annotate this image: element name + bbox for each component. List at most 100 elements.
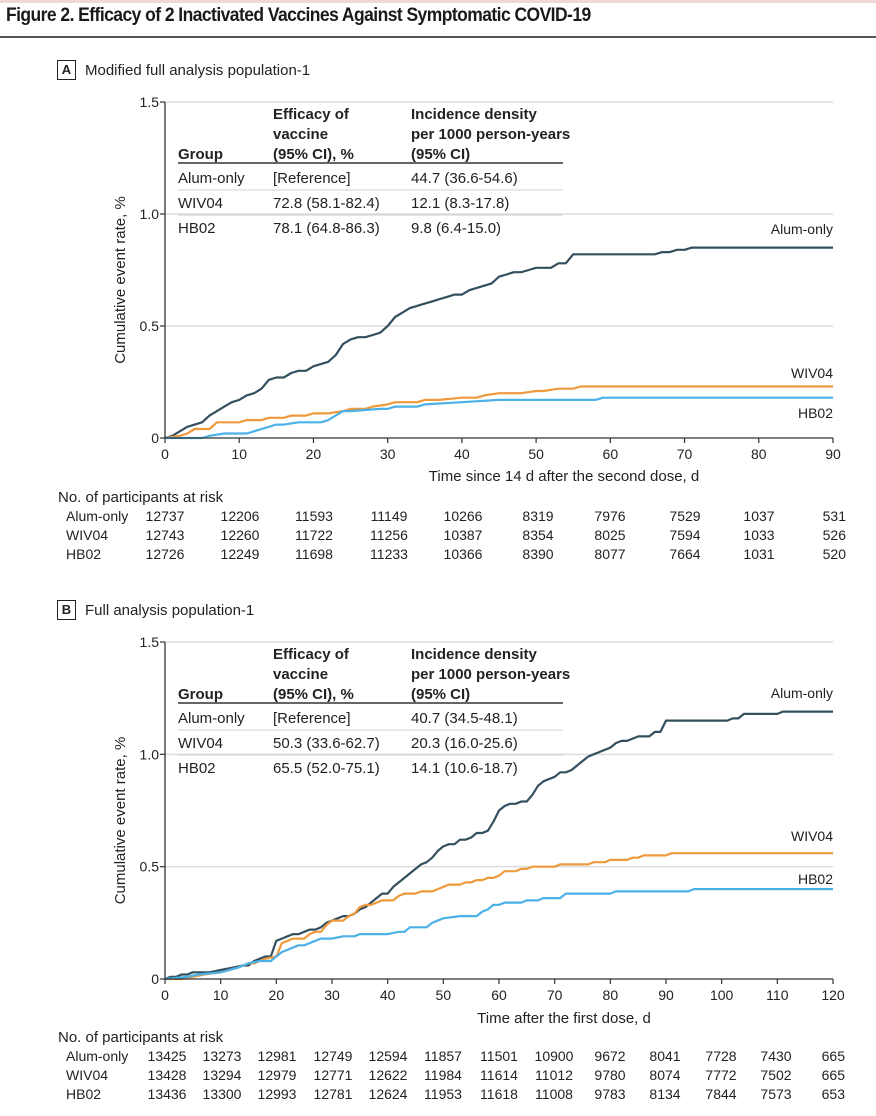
panel-b-at-risk-group: HB02	[66, 1086, 101, 1102]
panel-a-at-risk-value: 8319	[522, 508, 553, 524]
panel-a-y-tick-label: 0	[151, 430, 159, 446]
panel-a-at-risk-value: 531	[823, 508, 847, 524]
panel-a-at-risk-group: Alum-only	[66, 508, 128, 524]
panel-b-x-tick-label: 80	[603, 987, 619, 1003]
panel-b-at-risk-value: 12981	[258, 1048, 297, 1064]
panel-a-table-header: (95% CI)	[411, 146, 470, 163]
panel-b-table-cell: 14.1 (10.6-18.7)	[411, 760, 518, 777]
panel-b-x-tick-label: 90	[658, 987, 674, 1003]
panel-a-x-tick-label: 10	[231, 446, 247, 462]
panel-a-table-header: Efficacy of	[273, 106, 350, 123]
title-divider	[0, 36, 876, 38]
panel-b-at-risk-value: 12993	[258, 1086, 297, 1102]
panel-a-series-alum-only	[164, 246, 833, 440]
panel-b-at-risk-value: 11984	[424, 1067, 462, 1083]
panel-a-x-tick-label: 60	[603, 446, 619, 462]
panel-a-y-axis-label: Cumulative event rate, %	[112, 196, 129, 364]
panel-a-at-risk-value: 10387	[444, 527, 483, 543]
panel-b-at-risk-value: 7772	[705, 1067, 736, 1083]
panel-a-at-risk-value: 11233	[370, 546, 408, 562]
panel-b-series-hb02	[164, 888, 833, 981]
panel-b-at-risk-value: 8134	[649, 1086, 680, 1102]
panel-b-at-risk-value: 12781	[314, 1086, 353, 1102]
panel-b-y-tick-label: 1.0	[140, 746, 160, 762]
panel-a-series-hb02	[165, 396, 833, 440]
panel-a-at-risk-value: 12726	[146, 546, 185, 562]
panel-b-table-cell: [Reference]	[273, 710, 351, 727]
panel-b-at-risk-value: 13294	[203, 1067, 242, 1083]
panel-b-at-risk-value: 12979	[258, 1067, 297, 1083]
panel-a-at-risk-value: 1037	[743, 508, 774, 524]
panel-a-table-header: vaccine	[273, 126, 328, 143]
panel-b-letter: B	[57, 600, 76, 620]
panel-b-x-tick-label: 70	[547, 987, 563, 1003]
panel-b-at-risk-value: 13436	[148, 1086, 187, 1102]
panel-b-title: Full analysis population-1	[85, 601, 255, 619]
panel-a-y-tick-label: 1.5	[140, 94, 160, 110]
panel-a-x-tick-label: 70	[677, 446, 693, 462]
panel-a-table-cell: 78.1 (64.8-86.3)	[273, 220, 380, 237]
panel-a-y-tick-label: 1.0	[140, 206, 160, 222]
panel-a-at-risk-value: 10266	[444, 508, 483, 524]
top-accent-bar	[0, 0, 876, 3]
panel-a-x-tick-label: 40	[454, 446, 470, 462]
panel-b-label: B Full analysis population-1	[57, 600, 254, 620]
panel-a-at-risk-value: 12206	[221, 508, 260, 524]
panel-a-label: A Modified full analysis population-1	[57, 60, 310, 80]
panel-a-letter: A	[57, 60, 76, 80]
panel-a-at-risk-value: 7976	[594, 508, 625, 524]
panel-b-at-risk-value: 7573	[760, 1086, 791, 1102]
panel-b-at-risk-value: 11618	[480, 1086, 518, 1102]
panel-b-x-tick-label: 40	[380, 987, 396, 1003]
figure-title: Figure 2. Efficacy of 2 Inactivated Vacc…	[6, 5, 591, 26]
panel-b-x-axis-label: Time after the first dose, d	[477, 1010, 651, 1027]
panel-a-at-risk-group: HB02	[66, 546, 101, 562]
panel-b-series-wiv04	[165, 852, 833, 981]
panel-a-at-risk-value: 8077	[594, 546, 625, 562]
panel-a-at-risk-value: 8390	[522, 546, 553, 562]
panel-b-at-risk-value: 8041	[649, 1048, 680, 1064]
panel-a-table-header: Group	[178, 146, 223, 163]
panel-a-table-cell: 9.8 (6.4-15.0)	[411, 220, 501, 237]
panel-a-series-label: WIV04	[791, 365, 833, 381]
panel-b-x-tick-label: 50	[436, 987, 452, 1003]
panel-a-table-cell: HB02	[178, 220, 216, 237]
panel-b-at-risk-value: 665	[822, 1067, 846, 1083]
panel-a-at-risk-value: 12260	[221, 527, 260, 543]
panel-a-at-risk-value: 12743	[146, 527, 185, 543]
panel-b-at-risk-value: 12749	[314, 1048, 353, 1064]
panel-b-at-risk-value: 7502	[760, 1067, 791, 1083]
panel-b-x-tick-label: 110	[766, 987, 789, 1003]
panel-b-at-risk-value: 7844	[705, 1086, 736, 1102]
panel-b-x-tick-label: 20	[269, 987, 285, 1003]
panel-b-table-header: Incidence density	[411, 646, 538, 663]
panel-a-at-risk-value: 8354	[522, 527, 553, 543]
panel-b-x-tick-label: 0	[161, 987, 169, 1003]
panel-b-y-tick-label: 1.5	[140, 634, 160, 650]
panel-b-at-risk-value: 12622	[369, 1067, 408, 1083]
panel-b-at-risk-value: 11857	[424, 1048, 462, 1064]
panel-b-table-header: vaccine	[273, 666, 328, 683]
panel-b-at-risk-value: 13300	[203, 1086, 242, 1102]
panel-b-x-tick-label: 100	[710, 987, 734, 1003]
panel-a-table-cell: Alum-only	[178, 170, 245, 187]
panel-a-at-risk-value: 8025	[594, 527, 625, 543]
panel-a-at-risk-value: 11256	[370, 527, 408, 543]
panel-a-x-tick-label: 90	[825, 446, 841, 462]
panel-b-at-risk-value: 10900	[535, 1048, 574, 1064]
panel-b-table-header: Efficacy of	[273, 646, 350, 663]
panel-b-table-cell: HB02	[178, 760, 216, 777]
panel-a-table-cell: 12.1 (8.3-17.8)	[411, 195, 509, 212]
panel-b-series-label: Alum-only	[771, 685, 833, 701]
panel-b-at-risk-value: 11012	[535, 1067, 573, 1083]
panel-b-at-risk-value: 13273	[203, 1048, 242, 1064]
panel-a-at-risk-value: 1033	[743, 527, 774, 543]
panel-a-x-tick-label: 20	[306, 446, 322, 462]
panel-a-at-risk-value: 7664	[669, 546, 700, 562]
panel-b-series-label: HB02	[798, 871, 833, 887]
panel-a-x-tick-label: 30	[380, 446, 396, 462]
panel-a-at-risk-value: 1031	[743, 546, 774, 562]
panel-a-at-risk-value: 10366	[444, 546, 483, 562]
